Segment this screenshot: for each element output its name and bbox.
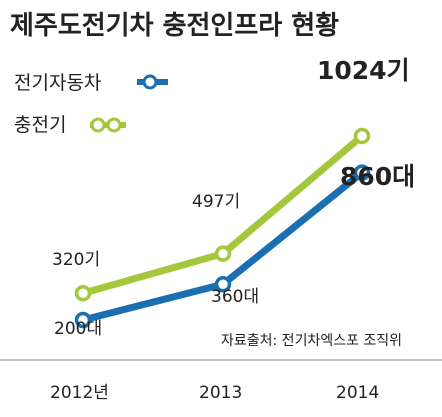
data-label-charger-2012: 320기 bbox=[52, 250, 100, 270]
data-label-ev-2013: 360대 bbox=[211, 287, 259, 307]
data-label-charger-2014: 1024기 bbox=[317, 56, 410, 85]
legend-marker-charger-2 bbox=[106, 117, 122, 133]
series-layer bbox=[74, 127, 371, 329]
chart-title: 제주도전기차 충전인프라 현황 bbox=[10, 11, 339, 41]
legend-marker-ev bbox=[142, 74, 158, 90]
legend-marker-charger bbox=[90, 117, 106, 133]
x-tick-label-2012: 2012년 bbox=[50, 383, 109, 403]
data-point-charger-2 bbox=[353, 127, 371, 145]
source-note: 자료출처: 전기차엑스포 조직위 bbox=[221, 333, 402, 349]
series-line-charger bbox=[82, 133, 365, 297]
data-point-ev-0 bbox=[74, 311, 92, 329]
data-point-ev-2 bbox=[353, 164, 371, 181]
data-label-ev-2014: 860대 bbox=[340, 162, 415, 191]
legend-label-ev: 전기자동차 bbox=[14, 72, 101, 94]
legend-label-charger: 충전기 bbox=[14, 114, 66, 136]
x-tick-label-2014: 2014 bbox=[336, 383, 379, 403]
data-point-charger-1 bbox=[214, 245, 232, 262]
legend: 전기자동차 충전기 bbox=[14, 72, 168, 136]
data-point-charger-0 bbox=[74, 284, 92, 302]
data-label-ev-2012: 200대 bbox=[54, 319, 102, 339]
data-point-ev-1 bbox=[214, 276, 232, 293]
data-label-charger-2013: 497기 bbox=[192, 192, 240, 212]
x-tick-label-2013: 2013 bbox=[199, 383, 242, 403]
